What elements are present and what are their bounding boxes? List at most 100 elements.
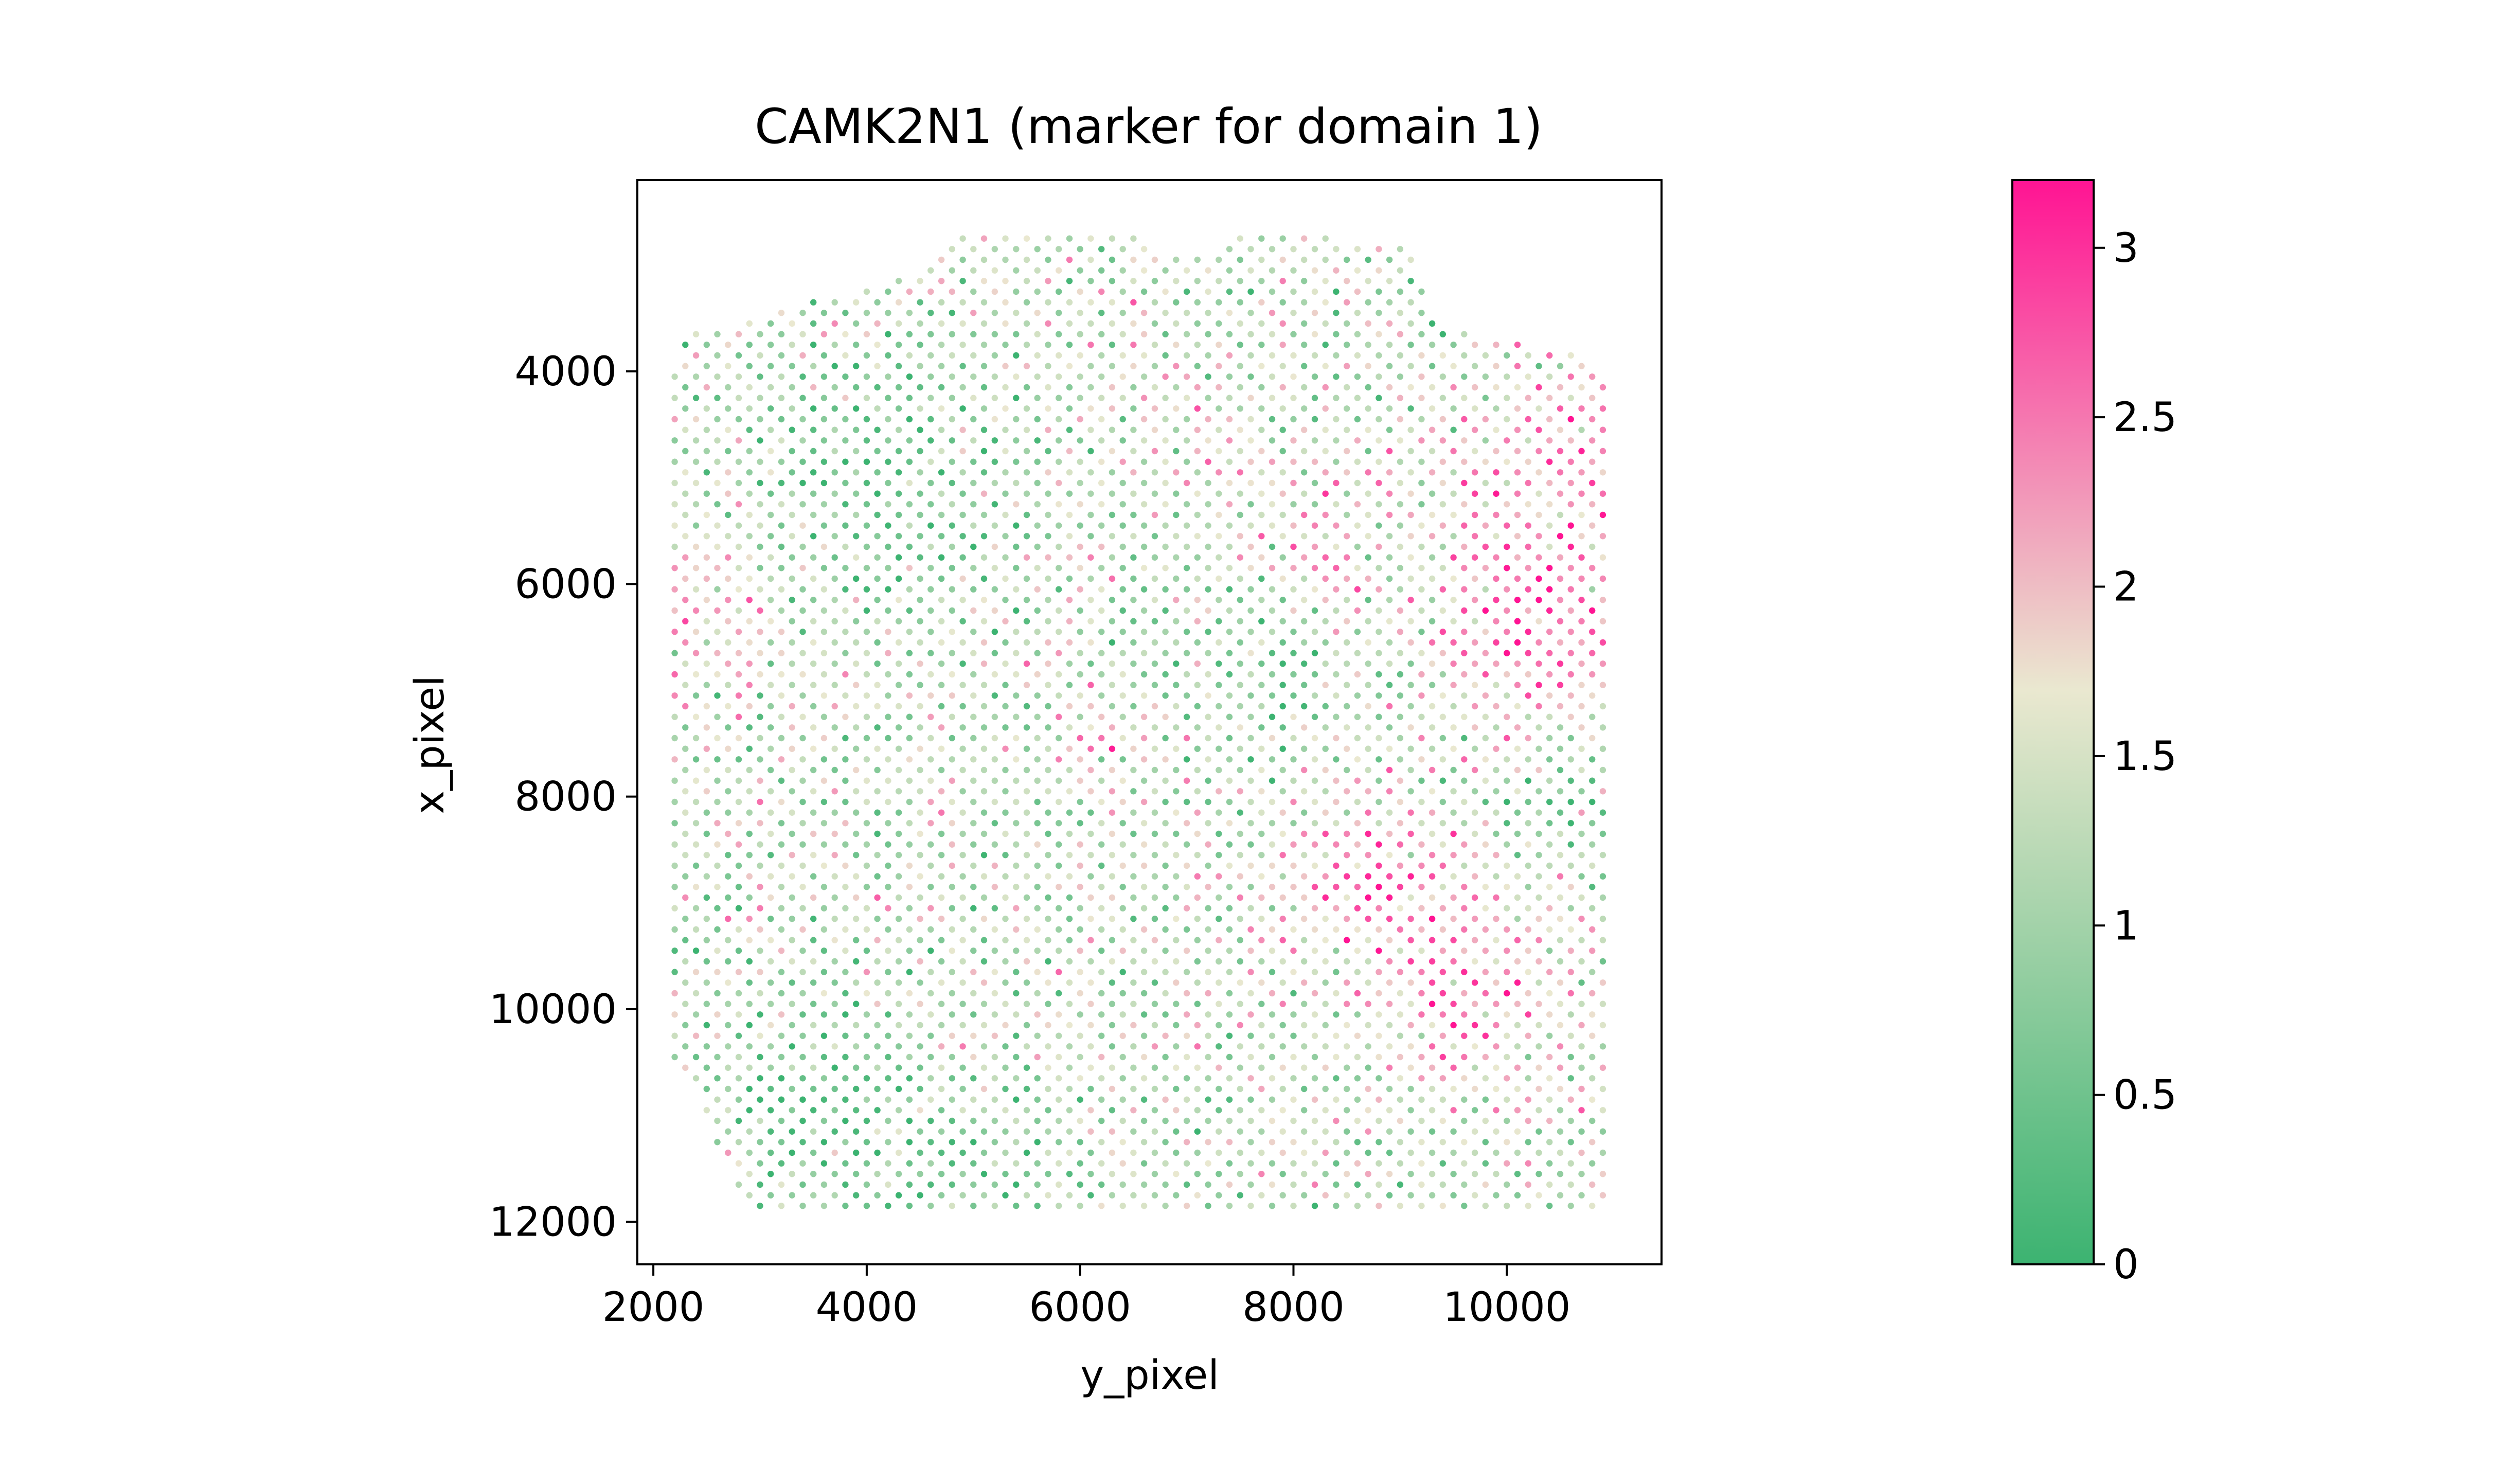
spot xyxy=(1056,692,1062,699)
spot xyxy=(970,1203,977,1209)
spot xyxy=(1290,735,1297,742)
spot xyxy=(1599,745,1606,752)
spot xyxy=(1525,1160,1531,1167)
spot xyxy=(1077,1053,1083,1061)
spot xyxy=(1237,830,1243,837)
spot xyxy=(1418,1096,1425,1103)
spot xyxy=(1258,660,1265,667)
spot xyxy=(1247,947,1254,954)
spot xyxy=(767,766,774,774)
spot xyxy=(692,990,700,997)
spot xyxy=(991,1011,998,1018)
spot xyxy=(1002,937,1009,943)
spot xyxy=(1205,798,1211,806)
spot xyxy=(1077,310,1083,316)
colorbar-tick-label: 1 xyxy=(2113,903,2139,949)
spot xyxy=(1290,352,1297,359)
spot xyxy=(959,235,966,242)
spot xyxy=(1482,522,1489,529)
spot xyxy=(1216,1128,1222,1135)
spot xyxy=(831,1085,838,1093)
spot xyxy=(1279,1128,1286,1135)
spot xyxy=(1216,618,1222,624)
spot xyxy=(799,437,806,444)
spot xyxy=(1493,490,1499,497)
spot xyxy=(1226,373,1233,380)
spot xyxy=(949,437,956,444)
spot xyxy=(1450,469,1457,476)
spot xyxy=(991,522,998,529)
spot xyxy=(906,1011,913,1018)
spot xyxy=(682,979,689,986)
spot xyxy=(917,511,923,518)
spot xyxy=(885,607,891,614)
spot xyxy=(735,501,742,508)
spot xyxy=(1151,448,1158,455)
spot xyxy=(1439,671,1446,678)
spot xyxy=(1066,937,1073,943)
spot xyxy=(831,299,838,306)
spot xyxy=(1247,373,1254,380)
spot xyxy=(1226,862,1233,869)
spot xyxy=(1589,1053,1596,1061)
spot xyxy=(1290,586,1297,593)
spot xyxy=(1386,724,1393,731)
spot xyxy=(1407,660,1414,667)
spot xyxy=(1066,597,1073,603)
spot xyxy=(810,342,817,348)
spot xyxy=(799,395,806,401)
spot xyxy=(831,1043,838,1050)
spot xyxy=(725,852,731,859)
spot xyxy=(799,607,806,614)
spot xyxy=(885,905,891,911)
spot xyxy=(1376,395,1382,401)
spot xyxy=(1098,437,1105,444)
spot xyxy=(1322,1192,1329,1199)
spot xyxy=(746,384,753,391)
spot xyxy=(1471,830,1478,837)
spot xyxy=(1504,395,1510,401)
spot xyxy=(1599,554,1606,561)
spot xyxy=(725,788,731,795)
spot xyxy=(1525,479,1531,487)
spot xyxy=(1407,682,1414,688)
spot xyxy=(1290,841,1297,848)
spot xyxy=(1109,405,1116,412)
spot xyxy=(778,565,785,571)
spot xyxy=(1546,565,1553,571)
spot xyxy=(1226,395,1233,401)
spot xyxy=(1301,809,1308,816)
spot xyxy=(682,342,689,348)
spot xyxy=(1578,1000,1585,1007)
spot xyxy=(1333,267,1340,274)
spot xyxy=(671,565,678,571)
spot xyxy=(1365,724,1371,731)
spot xyxy=(1013,798,1020,806)
spot xyxy=(1045,597,1051,603)
spot xyxy=(1365,703,1371,710)
spot xyxy=(949,522,956,529)
spot xyxy=(1279,809,1286,816)
spot xyxy=(1194,384,1201,391)
spot xyxy=(1557,490,1564,497)
spot xyxy=(853,916,860,922)
spot xyxy=(1258,916,1265,922)
spot xyxy=(1205,1117,1211,1124)
spot xyxy=(1365,1043,1371,1050)
spot xyxy=(1173,979,1180,986)
spot xyxy=(1599,724,1606,731)
spot xyxy=(1418,692,1425,699)
spot xyxy=(1216,1085,1222,1093)
spot xyxy=(671,479,678,487)
spot xyxy=(682,363,689,369)
spot xyxy=(746,1000,753,1007)
spot xyxy=(1418,671,1425,678)
spot xyxy=(1535,1043,1542,1050)
spot xyxy=(1439,501,1446,508)
spot xyxy=(1365,1149,1371,1156)
spot xyxy=(917,682,923,688)
spot xyxy=(1482,990,1489,997)
spot xyxy=(853,320,860,327)
spot xyxy=(1386,703,1393,710)
spot xyxy=(927,416,934,423)
